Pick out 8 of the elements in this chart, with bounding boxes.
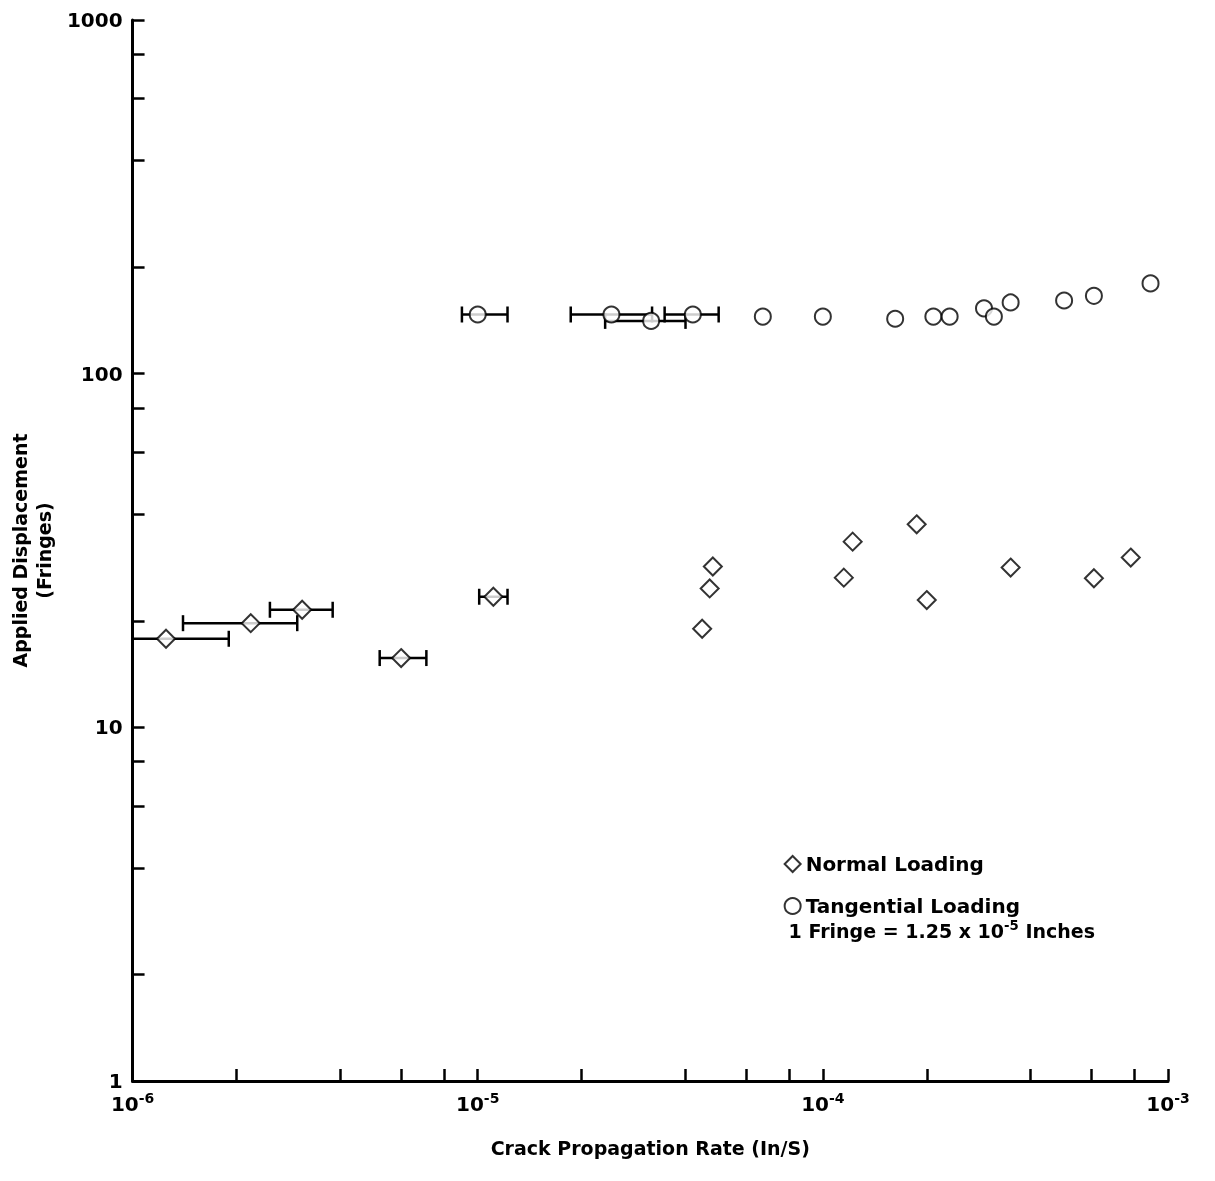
y-tick-label: 10 [94, 715, 123, 740]
y-tick-label: 100 [80, 361, 123, 386]
legend-label: Tangential Loading [805, 894, 1020, 918]
y-axis-title: Applied Displacement (Fringes) [9, 433, 55, 668]
legend-label: Normal Loading [805, 852, 984, 876]
y-tick-label: 1000 [66, 8, 123, 32]
y-tick-label: 1 [108, 1069, 123, 1093]
x-axis-title: Crack Propagation Rate (In/S) [490, 1137, 810, 1159]
